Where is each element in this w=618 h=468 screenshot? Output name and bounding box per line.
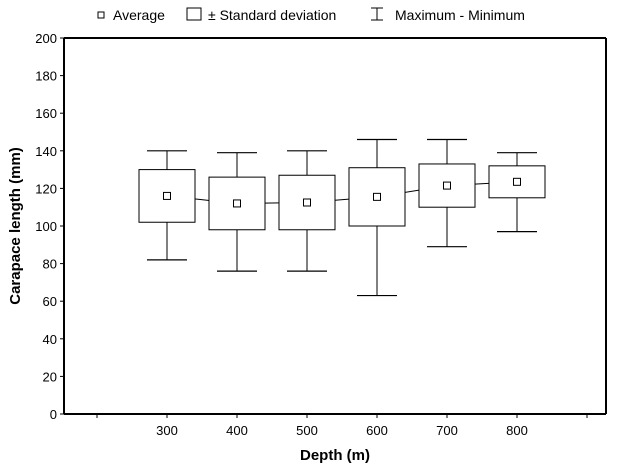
average-marker [373, 192, 381, 201]
x-tick-label: 800 [506, 423, 528, 438]
x-tick-label: 600 [366, 423, 388, 438]
y-tick-label: 100 [35, 219, 57, 234]
box-series [138, 138, 546, 297]
y-tick-label: 40 [43, 332, 57, 347]
x-tick-label: 700 [436, 423, 458, 438]
plot-frame [63, 37, 607, 415]
legend-minmax-label: Maximum - Minimum [395, 7, 525, 23]
average-marker [233, 199, 241, 208]
y-tick-label: 80 [43, 257, 57, 272]
y-tick-label: 180 [35, 69, 57, 84]
y-tick-label: 160 [35, 106, 57, 121]
x-tick-label: 400 [226, 423, 248, 438]
average-marker [163, 191, 171, 200]
average-marker [443, 181, 451, 190]
sd-box [488, 165, 546, 199]
sd-box [418, 163, 476, 208]
x-tick-label: 300 [156, 423, 178, 438]
x-tick-label: 500 [296, 423, 318, 438]
legend-sd-label: ± Standard deviation [208, 7, 336, 23]
legend-average-label: Average [113, 7, 165, 23]
y-tick-label: 0 [50, 407, 57, 422]
y-axis-title: Carapace length (mm) [7, 147, 24, 305]
y-tick-label: 140 [35, 144, 57, 159]
legend: Average ± Standard deviation Maximum - M… [97, 7, 525, 23]
average-marker [513, 177, 521, 186]
average-marker [303, 198, 311, 207]
y-tick-label: 120 [35, 181, 57, 196]
legend-minmax-marker [371, 7, 383, 21]
legend-average-marker [97, 11, 105, 19]
y-tick-label: 60 [43, 294, 57, 309]
y-axis-ticks: 0 20 40 60 80 100 120 140 160 180 200 [35, 31, 64, 422]
y-tick-label: 20 [43, 369, 57, 384]
y-tick-label: 200 [35, 31, 57, 46]
x-axis-ticks: 300 400 500 600 700 800 [96, 414, 588, 438]
legend-sd-marker [186, 7, 202, 21]
x-axis-title: Depth (m) [300, 447, 370, 464]
